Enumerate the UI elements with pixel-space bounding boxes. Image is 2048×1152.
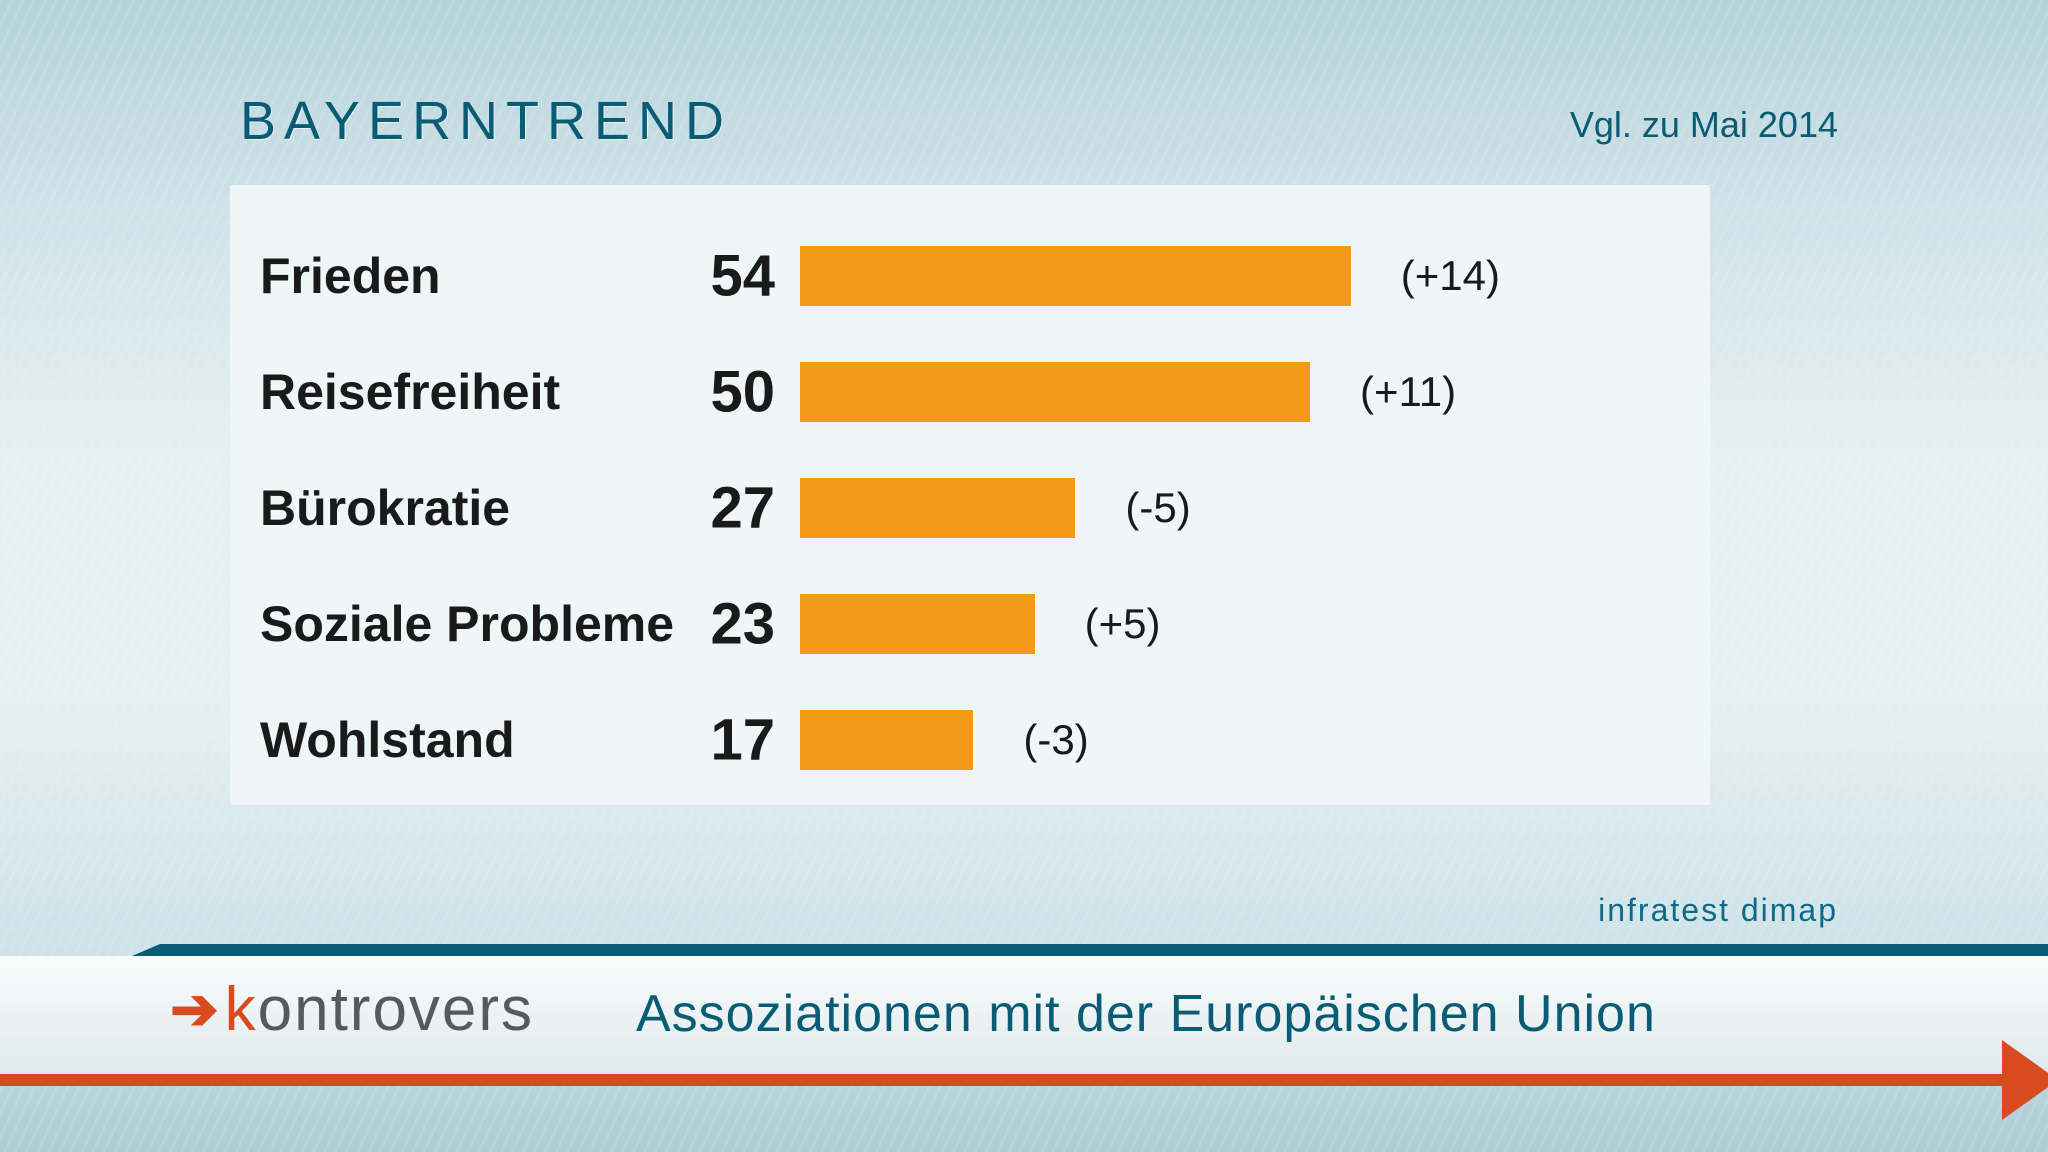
row-bar bbox=[800, 478, 1075, 538]
row-change: (-5) bbox=[1125, 484, 1190, 532]
row-change: (+14) bbox=[1401, 252, 1500, 300]
lower-third-top-border bbox=[160, 944, 2048, 956]
kontrovers-logo: ➔ kontrovers bbox=[170, 974, 534, 1045]
row-label: Frieden bbox=[260, 247, 441, 305]
row-value: 17 bbox=[685, 707, 775, 774]
row-change: (-3) bbox=[1023, 716, 1088, 764]
row-label: Reisefreiheit bbox=[260, 363, 560, 421]
row-bar bbox=[800, 710, 973, 770]
arrow-right-icon: ➔ bbox=[170, 981, 219, 1039]
arrow-head-icon bbox=[2002, 1040, 2048, 1120]
lower-third-bottom-red bbox=[0, 1074, 2002, 1086]
chart-row: Bürokratie 27 (-5) bbox=[260, 450, 1700, 566]
chart-row: Reisefreiheit 50 (+11) bbox=[260, 334, 1700, 450]
chart-row: Soziale Probleme23 (+5) bbox=[260, 566, 1700, 682]
row-value: 23 bbox=[685, 591, 775, 658]
row-bar bbox=[800, 594, 1035, 654]
chart-rows: Frieden 54 (+14) Reisefreiheit 50 (+11) Bürokr… bbox=[260, 218, 1700, 798]
chart-row: Frieden 54 (+14) bbox=[260, 218, 1700, 334]
brand-title: BAYERNTREND bbox=[240, 90, 732, 152]
row-change: (+11) bbox=[1360, 368, 1456, 416]
row-label: Bürokratie bbox=[260, 479, 510, 537]
stage: BAYERNTREND Vgl. zu Mai 2014 Frieden 54 (+… bbox=[0, 0, 2048, 1152]
comparison-note: Vgl. zu Mai 2014 bbox=[1570, 104, 1838, 146]
lower-third-title: Assoziationen mit der Europäischen Union bbox=[636, 984, 1656, 1044]
row-bar bbox=[800, 362, 1310, 422]
row-label: Soziale Probleme bbox=[260, 595, 674, 653]
row-change: (+5) bbox=[1085, 600, 1161, 648]
row-bar bbox=[800, 246, 1351, 306]
source-attribution: infratest dimap bbox=[1598, 892, 1838, 929]
row-value: 54 bbox=[685, 243, 775, 310]
row-value: 50 bbox=[685, 359, 775, 426]
kontrovers-wordmark: kontrovers bbox=[225, 974, 534, 1045]
row-value: 27 bbox=[685, 475, 775, 542]
chart-row: Wohlstand 17 (-3) bbox=[260, 682, 1700, 798]
row-label: Wohlstand bbox=[260, 711, 515, 769]
